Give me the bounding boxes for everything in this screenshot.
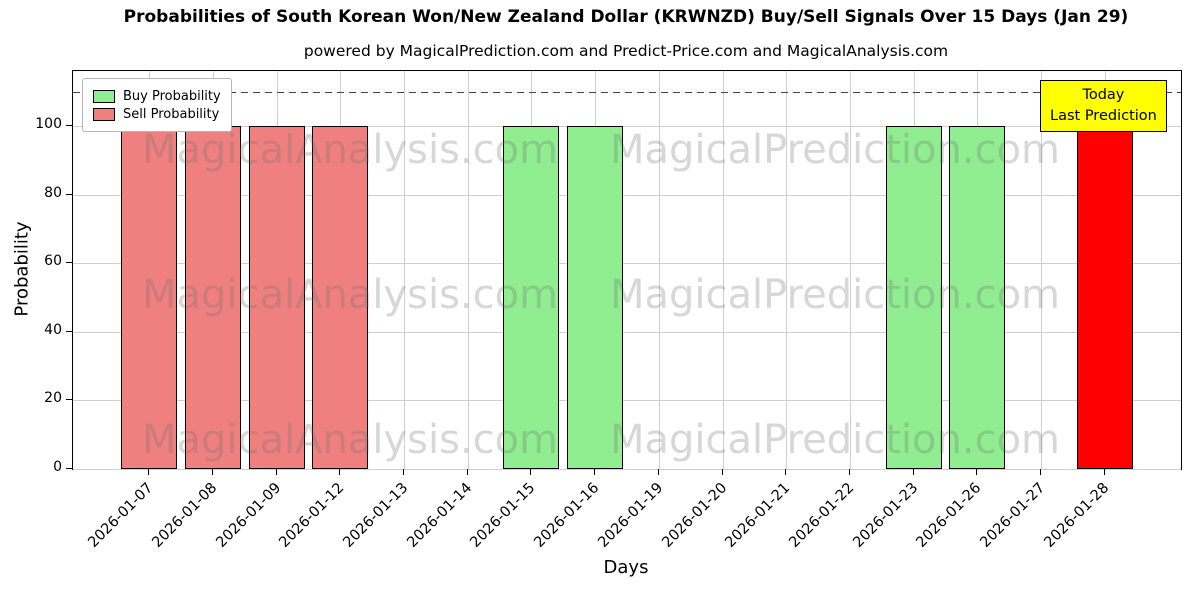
- v-gridline: [722, 71, 724, 469]
- x-tick-mark: [976, 469, 978, 475]
- chart-title: Probabilities of South Korean Won/New Ze…: [123, 7, 1129, 27]
- bar-2026-01-23: [885, 125, 942, 469]
- x-tick-label: 2026-01-09: [213, 480, 285, 551]
- y-tick-mark: [66, 124, 72, 126]
- bar-2026-01-16: [567, 125, 624, 469]
- h-gridline: [73, 331, 1181, 333]
- bar-2026-01-28: [1076, 125, 1133, 469]
- h-gridline: [73, 469, 1181, 470]
- x-tick-mark: [212, 469, 214, 475]
- y-tick-mark: [66, 330, 72, 332]
- bar-2026-01-08: [185, 125, 242, 469]
- y-tick-label: 20: [44, 390, 62, 407]
- y-tick-mark: [66, 468, 72, 469]
- legend: Buy Probability Sell Probability: [82, 78, 232, 132]
- x-tick-label: 2026-01-21: [722, 480, 794, 551]
- x-tick-mark: [848, 469, 850, 475]
- x-tick-label: 2026-01-20: [658, 480, 730, 551]
- x-tick-mark: [148, 469, 150, 475]
- x-tick-mark: [721, 469, 723, 475]
- y-tick-label: 0: [53, 459, 62, 475]
- v-gridline: [1040, 71, 1042, 469]
- legend-label-sell: Sell Probability: [123, 107, 220, 122]
- x-tick-label: 2026-01-13: [340, 480, 412, 551]
- y-tick-mark: [66, 262, 72, 264]
- h-gridline: [73, 194, 1181, 196]
- x-tick-label: 2026-01-15: [467, 480, 539, 551]
- x-tick-label: 2026-01-16: [531, 480, 603, 551]
- x-tick-mark: [912, 469, 914, 475]
- bar-2026-01-26: [949, 125, 1006, 469]
- x-axis-label: Days: [603, 557, 649, 578]
- x-tick-label: 2026-01-19: [595, 480, 667, 551]
- bar-2026-01-07: [121, 125, 178, 469]
- v-gridline: [786, 71, 788, 469]
- h-gridline: [73, 400, 1181, 402]
- buy-probability-swatch-icon: [93, 90, 115, 103]
- today-annotation: Today Last Prediction: [1040, 80, 1167, 133]
- v-gridline: [404, 71, 406, 469]
- v-gridline: [467, 71, 469, 469]
- y-tick-mark: [66, 193, 72, 195]
- y-tick-label: 100: [35, 115, 62, 132]
- y-tick-mark: [66, 399, 72, 401]
- bar-2026-01-12: [312, 125, 369, 469]
- x-tick-label: 2026-01-07: [85, 480, 157, 551]
- y-tick-label: 80: [44, 184, 62, 201]
- legend-label-buy: Buy Probability: [123, 89, 221, 104]
- x-tick-label: 2026-01-27: [977, 480, 1049, 551]
- chart-subtitle: powered by MagicalPrediction.com and Pre…: [303, 42, 949, 60]
- today-annotation-line2: Last Prediction: [1050, 108, 1157, 125]
- v-gridline: [849, 71, 851, 469]
- v-gridline: [658, 71, 660, 469]
- x-tick-mark: [1039, 469, 1041, 475]
- x-tick-label: 2026-01-28: [1040, 480, 1112, 551]
- x-tick-label: 2026-01-23: [849, 480, 921, 551]
- h-gridline: [73, 263, 1181, 265]
- x-tick-mark: [594, 469, 596, 475]
- x-tick-label: 2026-01-12: [276, 480, 348, 551]
- bar-2026-01-15: [503, 125, 560, 469]
- x-tick-mark: [1103, 469, 1105, 475]
- legend-item-sell: Sell Probability: [93, 107, 221, 122]
- h-gridline: [73, 125, 1181, 127]
- x-tick-mark: [785, 469, 787, 475]
- x-tick-mark: [403, 469, 405, 475]
- today-annotation-line1: Today: [1082, 87, 1125, 103]
- x-tick-label: 2026-01-26: [913, 480, 985, 551]
- x-tick-mark: [275, 469, 277, 475]
- legend-item-buy: Buy Probability: [93, 89, 221, 104]
- bar-2026-01-09: [248, 125, 305, 469]
- x-tick-mark: [466, 469, 468, 475]
- plot-area: [72, 70, 1182, 470]
- x-tick-mark: [530, 469, 532, 475]
- x-tick-label: 2026-01-14: [404, 480, 476, 551]
- x-tick-label: 2026-01-22: [786, 480, 858, 551]
- x-tick-label: 2026-01-08: [149, 480, 221, 551]
- x-tick-mark: [339, 469, 341, 475]
- x-tick-mark: [657, 469, 659, 475]
- y-tick-label: 40: [44, 321, 62, 338]
- threshold-dashed-line: [73, 91, 1181, 94]
- y-tick-label: 60: [44, 253, 62, 270]
- sell-probability-swatch-icon: [93, 108, 115, 121]
